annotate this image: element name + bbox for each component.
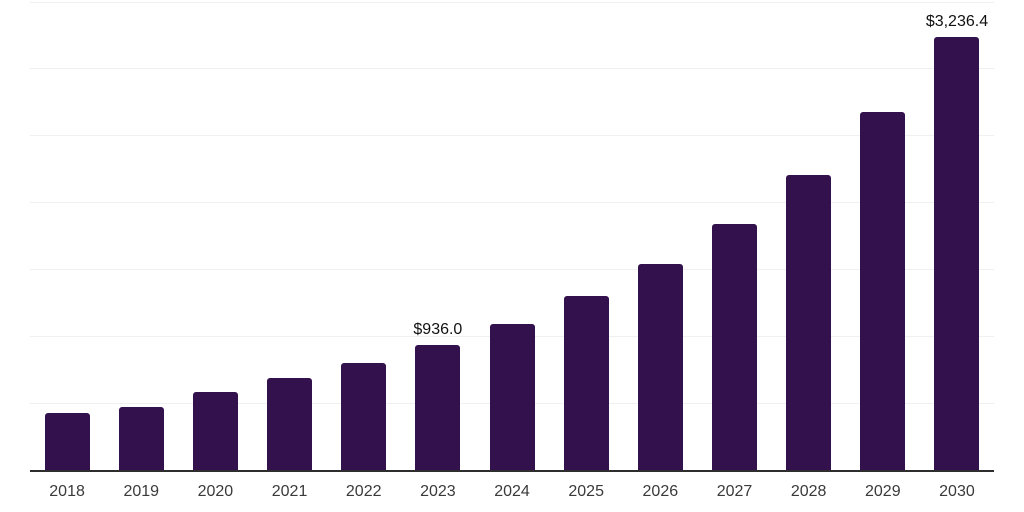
x-tick-2020: 2020 bbox=[197, 483, 234, 500]
bar-group-2025 bbox=[549, 2, 623, 470]
bar-group-2030: $3,236.4 bbox=[920, 2, 994, 470]
x-tick-2027: 2027 bbox=[716, 483, 753, 500]
bar-group-2022 bbox=[327, 2, 401, 470]
bar-group-2023: $936.0 bbox=[401, 2, 475, 470]
bar-group-2026 bbox=[623, 2, 697, 470]
x-tick-2018: 2018 bbox=[49, 483, 85, 500]
bar-2024 bbox=[489, 323, 535, 470]
bar-2025 bbox=[563, 296, 609, 470]
bar-group-2020 bbox=[178, 2, 252, 470]
bar-group-2021 bbox=[252, 2, 326, 470]
bar-group-2018 bbox=[30, 2, 104, 470]
gridline-2000 bbox=[30, 202, 994, 204]
x-axis-labels: 2018 2019 2020 2021 2022 2023 2024 2025 2026 2027… bbox=[30, 474, 994, 501]
bar-2028 bbox=[786, 174, 832, 470]
bar-2023 bbox=[415, 344, 461, 470]
bar-2022 bbox=[341, 363, 387, 470]
bar-group-2029 bbox=[846, 2, 920, 470]
x-tick-2024: 2024 bbox=[494, 483, 530, 500]
bar-2030 bbox=[934, 37, 980, 470]
x-tick-2026: 2026 bbox=[642, 483, 679, 500]
x-tick-2019: 2019 bbox=[123, 483, 160, 500]
bar-group-2028 bbox=[772, 2, 846, 470]
bar-2027 bbox=[711, 224, 757, 470]
bar-2020 bbox=[192, 392, 238, 470]
bar-2029 bbox=[860, 111, 906, 470]
gridline-3500 bbox=[30, 1, 994, 3]
x-tick-2023: 2023 bbox=[420, 483, 456, 500]
bar-2018 bbox=[44, 412, 90, 470]
bar-group-2027 bbox=[697, 2, 771, 470]
bar-2026 bbox=[637, 263, 683, 470]
bar-group-2019 bbox=[104, 2, 178, 470]
bar-2019 bbox=[118, 407, 164, 470]
x-tick-2028: 2028 bbox=[790, 483, 827, 500]
plot-area: $936.0 $3,236.4 bbox=[30, 1, 994, 472]
x-tick-2029: 2029 bbox=[865, 483, 901, 500]
x-tick-2021: 2021 bbox=[271, 483, 308, 500]
gridline-1500 bbox=[30, 268, 994, 270]
bar-value-label-2030: $3,236.4 bbox=[925, 13, 989, 31]
x-tick-2025: 2025 bbox=[568, 483, 604, 500]
x-tick-2022: 2022 bbox=[345, 483, 382, 500]
bars-row: $936.0 $3,236.4 bbox=[30, 2, 994, 470]
gridline-3000 bbox=[30, 68, 994, 70]
bar-2021 bbox=[267, 377, 313, 470]
bar-value-label-2023: $936.0 bbox=[413, 320, 463, 338]
gridline-2500 bbox=[30, 135, 994, 137]
x-tick-2030: 2030 bbox=[939, 483, 975, 500]
bar-group-2024 bbox=[475, 2, 549, 470]
